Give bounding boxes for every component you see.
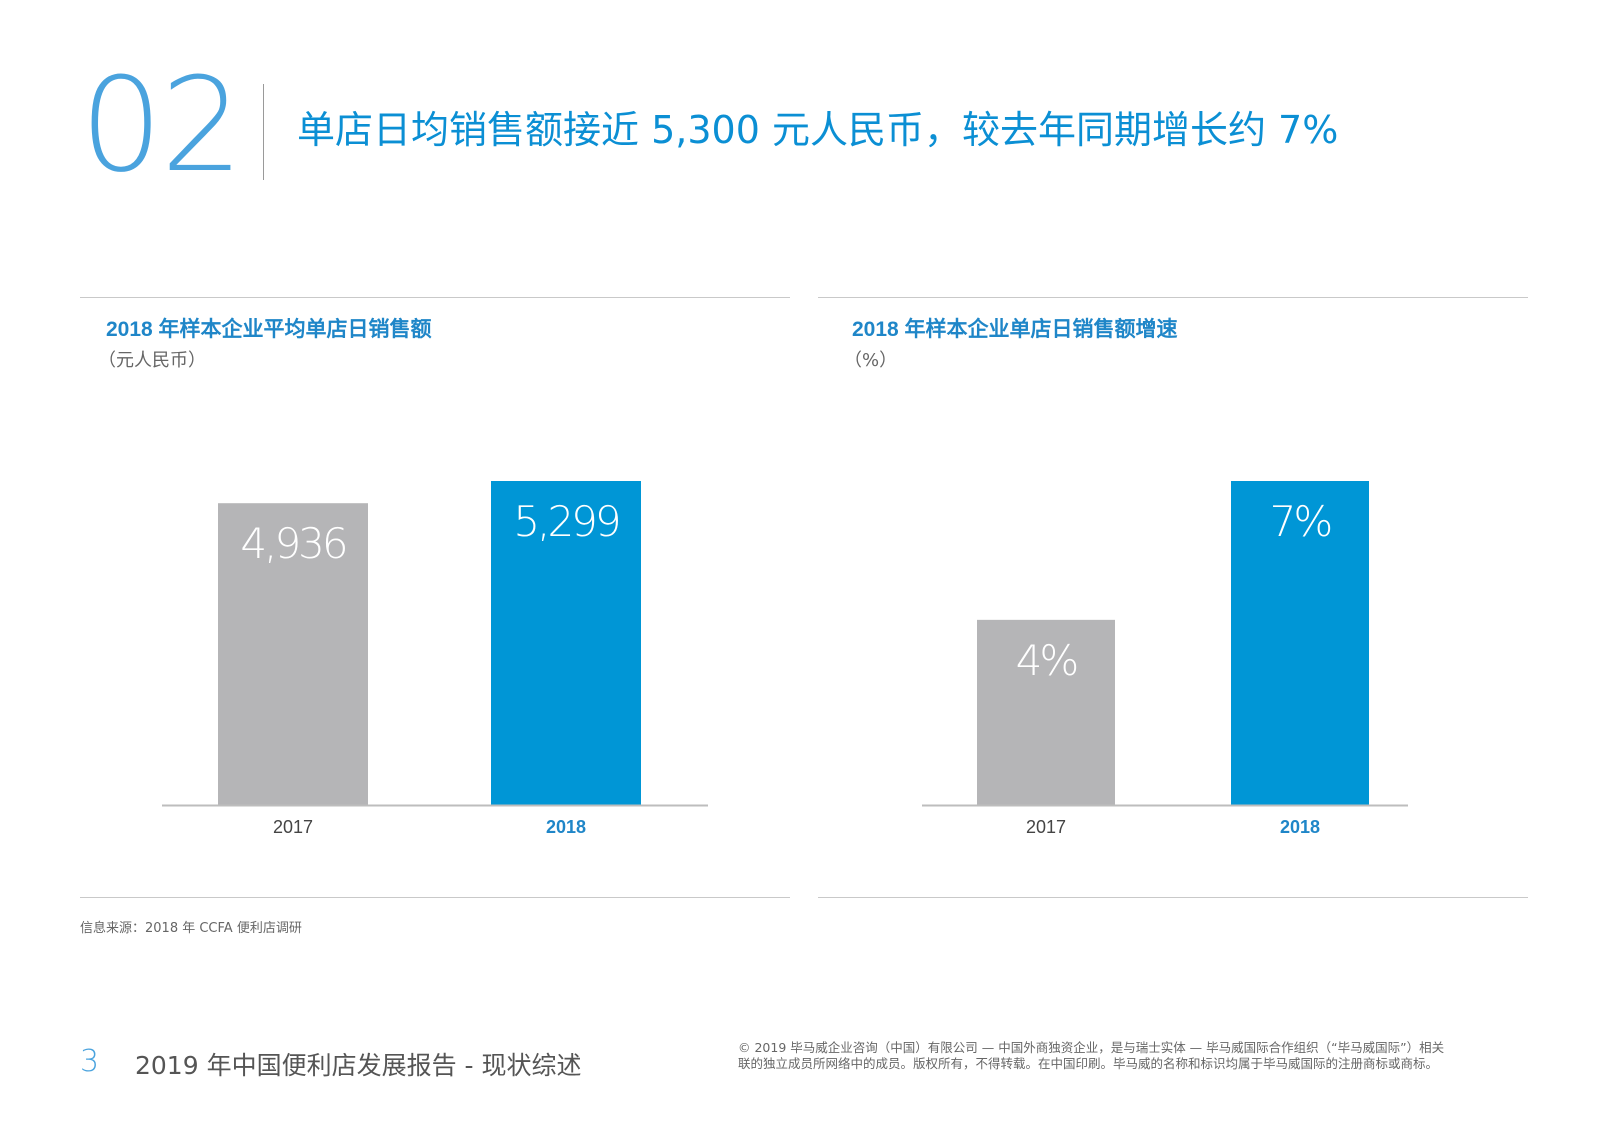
- x-tick-label: 2017: [273, 817, 313, 837]
- copyright-line-2: 联的独立成员所网络中的成员。版权所有，不得转载。在中国印刷。毕马威的名称和标识均…: [738, 1056, 1439, 1071]
- bar-2017: [977, 619, 1115, 805]
- x-tick-label: 2018: [546, 817, 586, 837]
- left-bar-chart: 4,936 2017 5,299 2018: [162, 481, 708, 837]
- header-divider: [263, 84, 264, 180]
- right-chart-unit: （%）: [844, 350, 898, 371]
- copyright-notice: © 2019 毕马威企业咨询（中国）有限公司 — 中国外商独资企业，是与瑞士实体…: [738, 1040, 1528, 1072]
- right-panel-top-rule: [818, 297, 1528, 298]
- right-panel-bottom-rule: [818, 897, 1528, 898]
- page-headline: 单店日均销售额接近 5,300 元人民币，较去年同期增长约 7%: [297, 108, 1339, 152]
- bar-value-label: 5,299: [513, 497, 619, 546]
- report-title: 2019 年中国便利店发展报告 - 现状综述: [135, 1051, 582, 1080]
- bar-value-label: 4,936: [240, 519, 346, 568]
- x-tick-label: 2018: [1280, 817, 1320, 837]
- left-chart-unit: （元人民币）: [98, 350, 206, 371]
- right-chart-title: 2018 年样本企业单店日销售额增速: [852, 318, 1178, 341]
- bar-2017: [218, 503, 368, 805]
- bar-value-label: 7%: [1270, 497, 1331, 546]
- x-tick-label: 2017: [1026, 817, 1066, 837]
- page-number: 3: [80, 1044, 100, 1079]
- copyright-line-1: © 2019 毕马威企业咨询（中国）有限公司 — 中国外商独资企业，是与瑞士实体…: [738, 1040, 1445, 1055]
- bar-2018: [491, 481, 641, 805]
- left-panel-top-rule: [80, 297, 790, 298]
- section-number: 02: [80, 49, 243, 201]
- left-chart-title: 2018 年样本企业平均单店日销售额: [106, 318, 432, 341]
- bar-value-label: 4%: [1016, 636, 1077, 685]
- left-panel-bottom-rule: [80, 897, 790, 898]
- bar-2018: [1231, 481, 1369, 805]
- source-note: 信息来源：2018 年 CCFA 便利店调研: [80, 921, 302, 936]
- right-bar-chart: 4% 2017 7% 2018: [922, 481, 1408, 837]
